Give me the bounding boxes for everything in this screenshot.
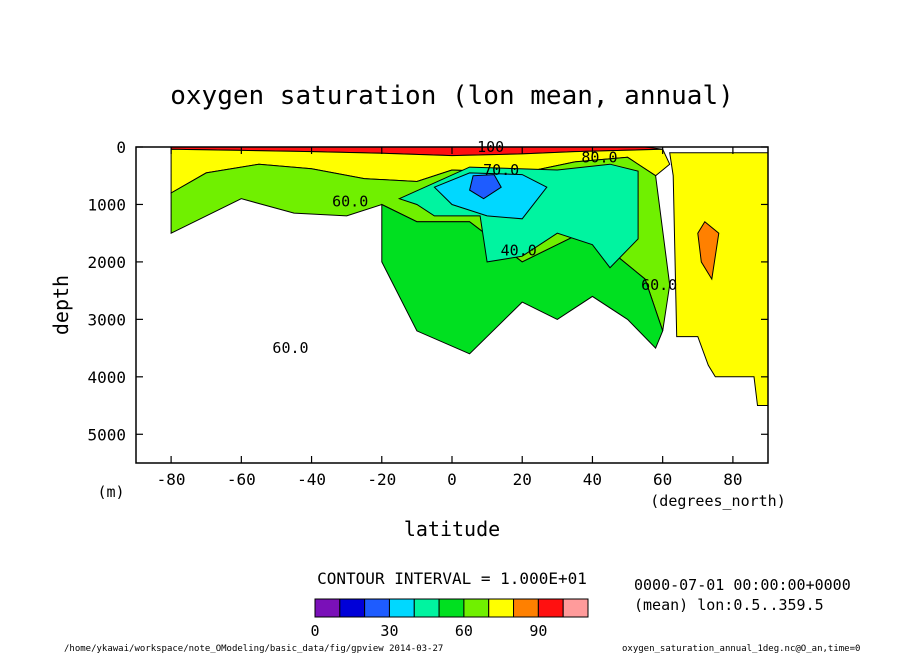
contour-fills xyxy=(170,146,769,406)
y-tick-label-4: 4000 xyxy=(87,368,126,387)
colorbar: 0 30 60 90 xyxy=(310,598,589,640)
contour-region-6 xyxy=(469,174,502,200)
colorbar-swatch-9 xyxy=(537,598,564,618)
y-tick-label-3: 3000 xyxy=(87,310,126,329)
contour-region-5 xyxy=(433,172,548,220)
contour-interval-text: CONTOUR INTERVAL = 1.000E+01 xyxy=(317,569,587,588)
y-tick-label-5: 5000 xyxy=(87,425,126,444)
colorbar-swatch-2 xyxy=(364,598,390,618)
x-axis-label: latitude xyxy=(404,517,500,541)
y-tick-label-1: 1000 xyxy=(87,195,126,214)
contour-label-5: 60.0 xyxy=(641,276,677,294)
contour-label-2: 80.0 xyxy=(581,148,617,166)
y-tick-label-0: 0 xyxy=(116,138,126,157)
contour-label-6: 60.0 xyxy=(272,339,308,357)
colorbar-swatch-10 xyxy=(562,598,589,618)
file-text: oxygen_saturation_annual_1deg.nc@O_an,ti… xyxy=(622,644,860,654)
colorbar-swatch-6 xyxy=(463,598,490,618)
x-tick-label-6: 40 xyxy=(583,470,602,489)
x-tick-label-1: -60 xyxy=(227,470,256,489)
y-axis-ticks: 0 1000 2000 3000 4000 5000 xyxy=(87,138,768,444)
x-axis-ticks: -80 -60 -40 -20 0 20 40 60 80 xyxy=(157,147,743,489)
x-tick-label-7: 60 xyxy=(653,470,672,489)
y-axis-units: (m) xyxy=(97,483,124,501)
contour-region-8 xyxy=(697,220,720,281)
contour-label-3: 60.0 xyxy=(332,193,368,211)
colorbar-tick-label-1: 30 xyxy=(380,622,398,640)
colorbar-swatch-8 xyxy=(513,598,539,618)
x-tick-label-2: -40 xyxy=(297,470,326,489)
colorbar-swatch-3 xyxy=(388,598,415,618)
x-tick-label-4: 0 xyxy=(447,470,457,489)
x-tick-label-0: -80 xyxy=(157,470,186,489)
colorbar-swatch-0 xyxy=(314,598,341,618)
x-axis-units: (degrees_north) xyxy=(650,492,785,510)
colorbar-swatch-7 xyxy=(488,598,515,618)
y-tick-label-2: 2000 xyxy=(87,253,126,272)
colorbar-tick-label-3: 90 xyxy=(529,622,547,640)
x-tick-label-8: 80 xyxy=(723,470,742,489)
mean-text: (mean) lon:0.5..359.5 xyxy=(634,596,824,614)
datetime-text: 0000-07-01 00:00:00+0000 xyxy=(634,576,851,594)
colorbar-swatch-5 xyxy=(438,598,465,618)
colorbar-swatch-1 xyxy=(339,598,366,618)
chart-title: oxygen saturation (lon mean, annual) xyxy=(170,81,734,111)
colorbar-tick-label-2: 60 xyxy=(455,622,473,640)
x-tick-label-5: 20 xyxy=(513,470,532,489)
y-axis-label: depth xyxy=(49,275,73,335)
x-tick-label-3: -20 xyxy=(367,470,396,489)
path-text: /home/ykawai/workspace/note_OModeling/ba… xyxy=(64,644,443,654)
contour-label-4: 40.0 xyxy=(501,241,537,259)
contour-label-1: 70.0 xyxy=(483,161,519,179)
colorbar-swatch-4 xyxy=(413,598,440,618)
colorbar-tick-label-0: 0 xyxy=(310,622,319,640)
